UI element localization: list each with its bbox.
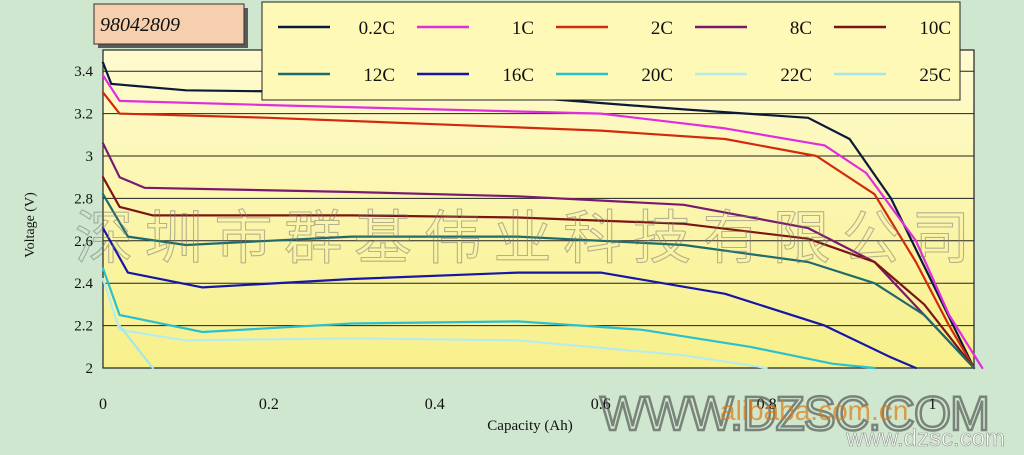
series-line-16c bbox=[101, 227, 917, 370]
series-line-2c bbox=[101, 91, 976, 370]
y-tick-label: 3 bbox=[86, 149, 94, 165]
legend-label-22c: 22C bbox=[780, 65, 812, 86]
x-tick-label: 0.2 bbox=[259, 396, 279, 413]
x-tick-label: 1 bbox=[929, 396, 937, 413]
series-line-22c bbox=[101, 277, 768, 370]
series-lines bbox=[101, 61, 984, 370]
chart-id-tag bbox=[93, 3, 245, 45]
legend-label-12c: 12C bbox=[363, 65, 395, 86]
legend-label-25c: 25C bbox=[919, 65, 951, 86]
legend-label-20c: 20C bbox=[641, 65, 673, 86]
series-line-12c bbox=[101, 193, 976, 370]
watermark-dzsc-footer: www.dzsc.com bbox=[845, 425, 1005, 452]
x-tick-label: 0.4 bbox=[425, 396, 445, 413]
legend-box bbox=[261, 1, 961, 101]
plot-area bbox=[102, 49, 975, 369]
x-tick-label: 0.6 bbox=[591, 396, 611, 413]
legend-label-16c: 16C bbox=[502, 65, 534, 86]
y-tick-label: 2.6 bbox=[74, 234, 93, 250]
y-tick-label: 2.8 bbox=[74, 191, 93, 207]
y-tick-label: 3.2 bbox=[74, 107, 93, 123]
watermark-site-bar: WWW.DZSC.COM bbox=[600, 388, 990, 441]
x-tick-labels: 0 0.2 0.4 0.6 0.8 1 bbox=[99, 396, 937, 413]
series-line-20c bbox=[101, 267, 876, 370]
series-line-1c bbox=[101, 74, 984, 370]
y-tick-label: 3.4 bbox=[74, 64, 93, 80]
legend-label-2c: 2C bbox=[651, 18, 673, 39]
chart-id-label: 98042809 bbox=[100, 14, 180, 36]
x-tick-label: 0 bbox=[99, 396, 107, 413]
legend-label-8c: 8C bbox=[790, 18, 812, 39]
y-tick-label: 2.2 bbox=[74, 319, 93, 335]
y-axis-label: Voltage (V) bbox=[23, 192, 38, 258]
legend-label-10c: 10C bbox=[919, 18, 951, 39]
y-tick-labels: 2 2.2 2.4 2.6 2.8 3 3.2 3.4 bbox=[74, 64, 93, 377]
legend-label-0-2c: 0.2C bbox=[359, 18, 395, 39]
x-tick-label: 0.8 bbox=[757, 396, 777, 413]
legend-label-1c: 1C bbox=[512, 18, 534, 39]
series-line-10c bbox=[101, 176, 976, 370]
watermark-alibaba: alibaba.com.cn bbox=[720, 395, 908, 426]
y-tick-label: 2 bbox=[86, 361, 94, 377]
legend: 0.2C 1C 2C 8C 10C 12C 16C 20C 22C 25C bbox=[278, 18, 951, 86]
series-line-8c bbox=[101, 142, 976, 370]
x-axis-label: Capacity (Ah) bbox=[487, 418, 572, 434]
watermark-company: 深圳市群基伟业科技有限公司 bbox=[75, 204, 970, 272]
y-tick-label: 2.4 bbox=[74, 276, 93, 292]
series-line-25c bbox=[118, 324, 154, 370]
